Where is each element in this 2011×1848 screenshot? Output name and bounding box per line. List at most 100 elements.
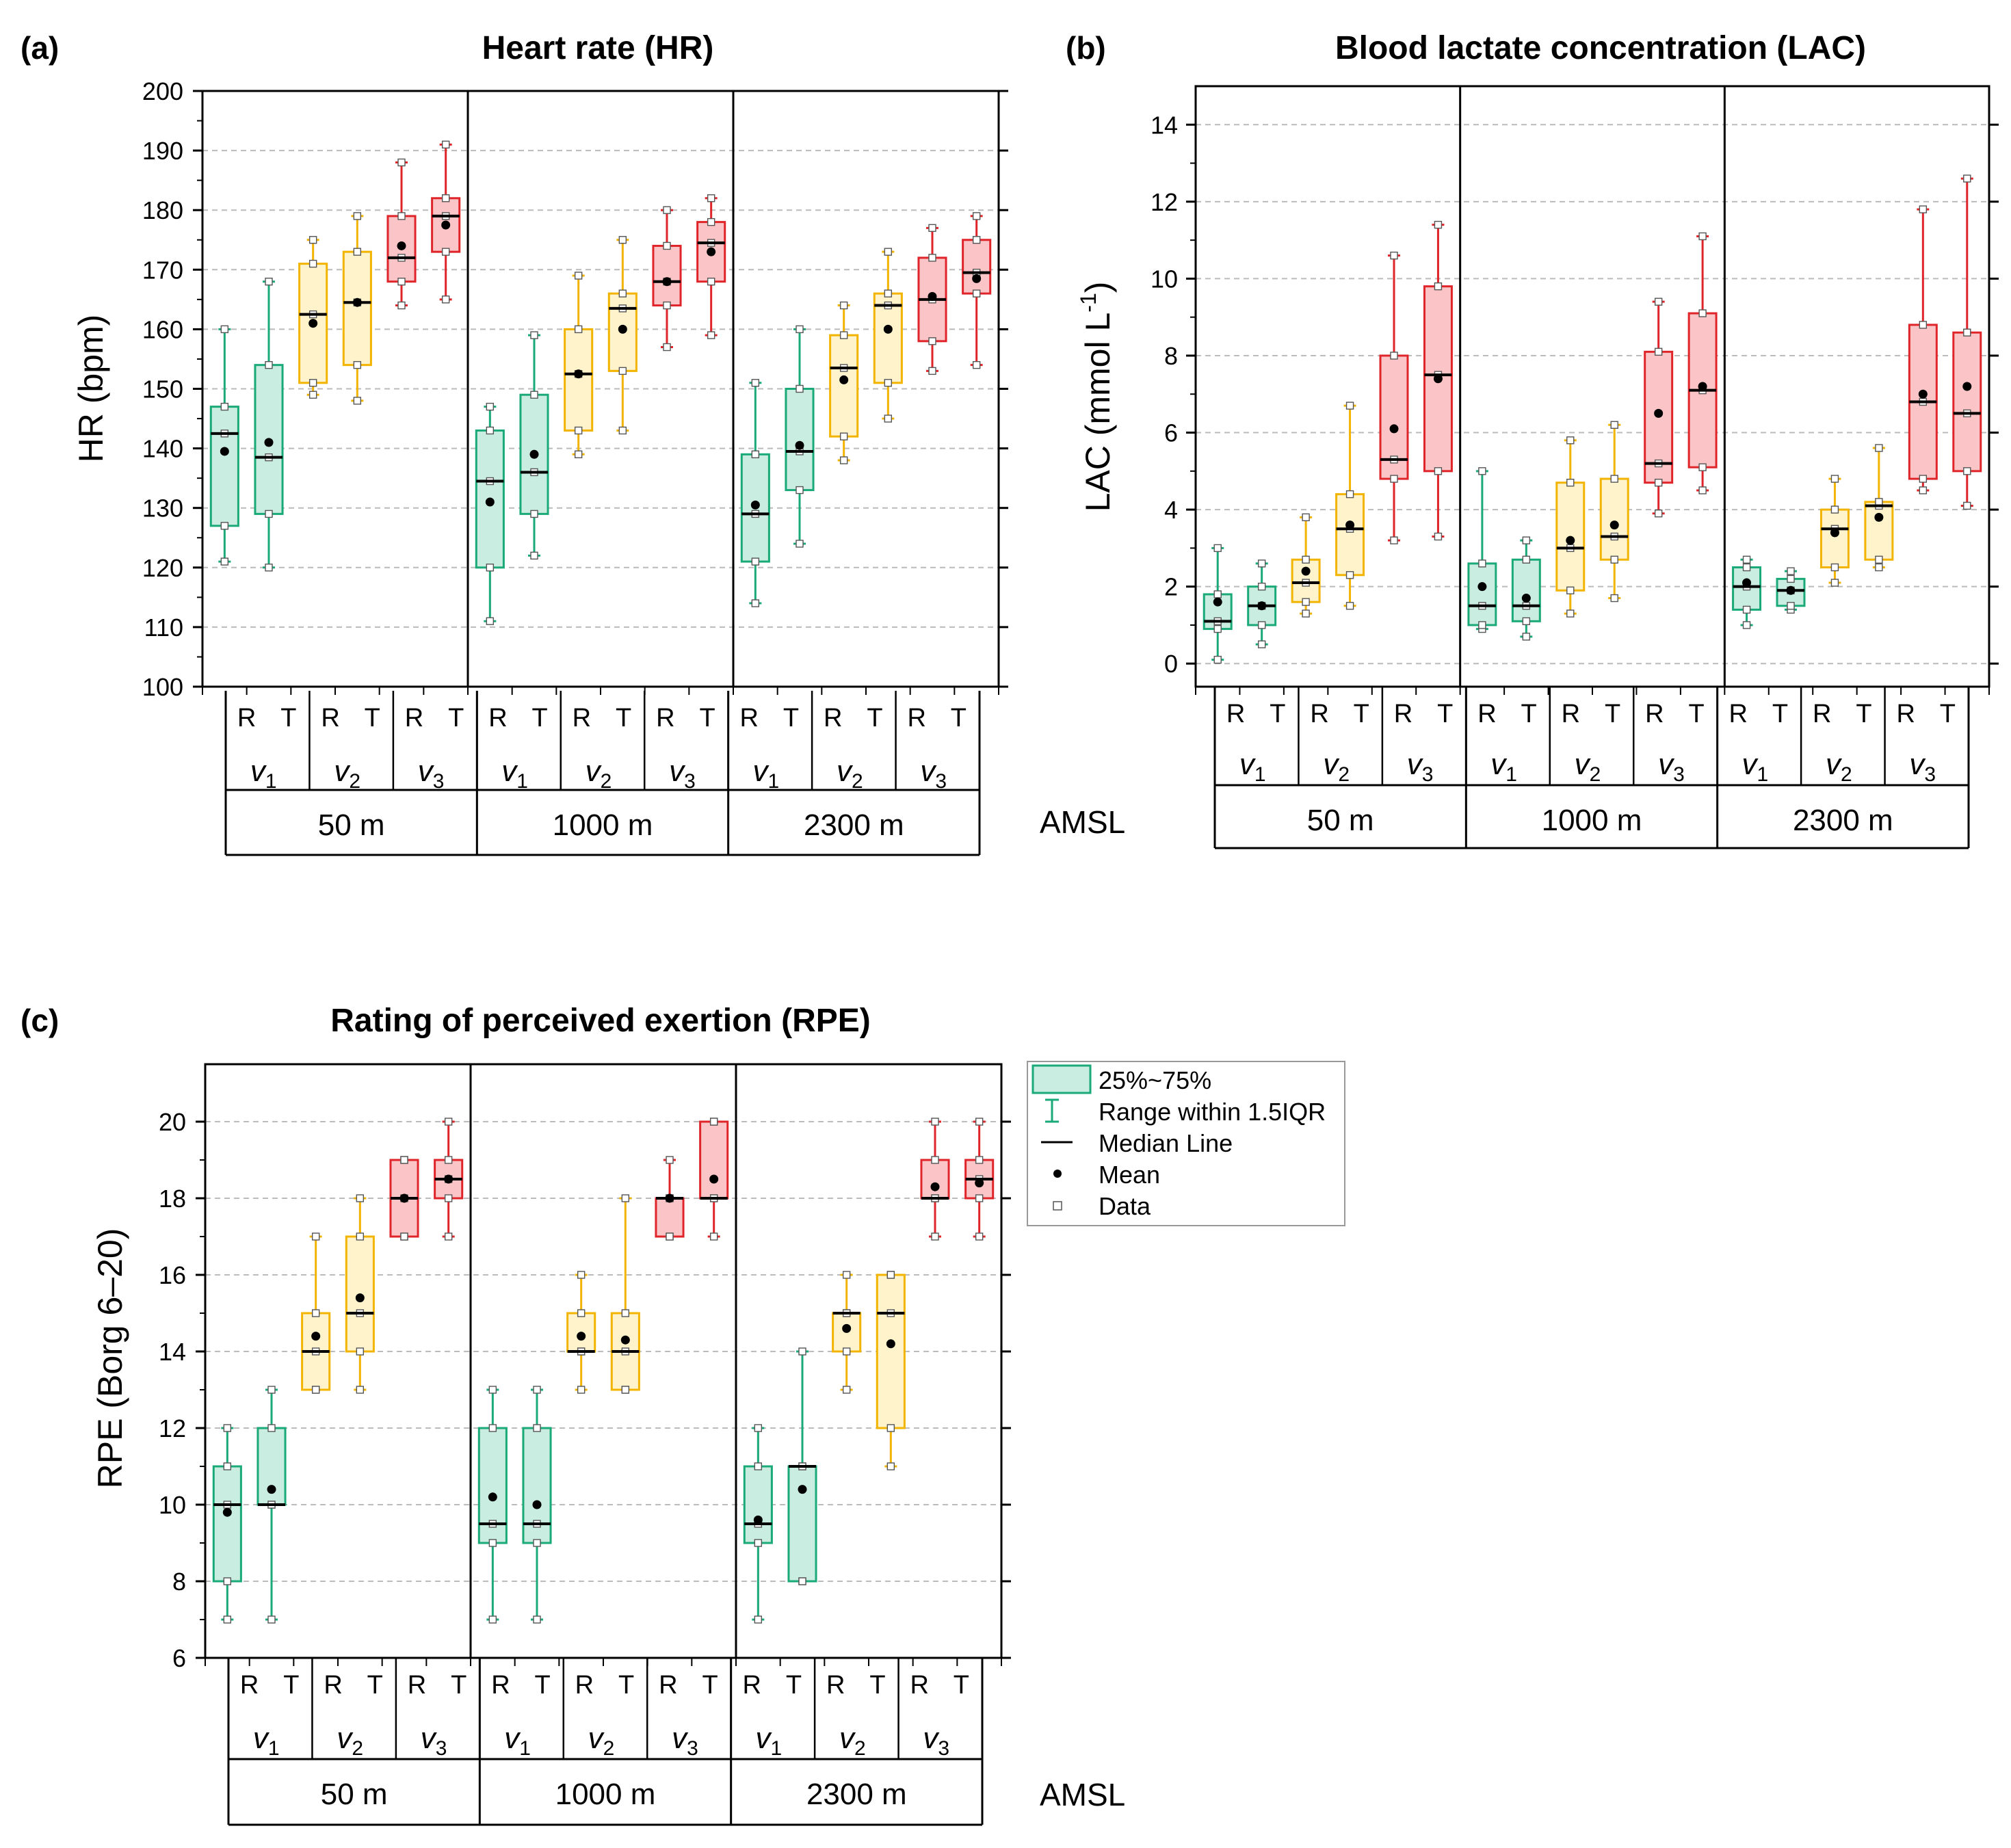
speed-label: v3 [669,754,696,793]
data-point [1610,555,1618,564]
altitude-label: 50 m [318,808,385,842]
speed-label-letter: v [1909,748,1926,781]
data-point [663,343,671,352]
data-point [618,236,627,244]
condition-label: T [869,1671,885,1700]
condition-label: R [237,704,256,732]
data-point [1390,352,1398,360]
speed-label-letter: v [1742,748,1759,781]
data-point [1566,609,1575,618]
mean-point [577,1332,586,1341]
data-point [1787,567,1795,575]
box-2300m-v2-R [1819,475,1850,587]
y-tick-label: 100 [142,673,183,701]
speed-label-letter: v [753,754,770,788]
legend-whisker-swatch [1045,1098,1059,1123]
data-point [1478,621,1486,629]
speed-label-letter: v [250,754,267,788]
data-point [754,1539,763,1547]
panel-a: (a) Heart rate (HR) 100 110 120 130 140 150 16… [21,30,1125,856]
data-point [842,1386,851,1394]
mean-point [750,500,760,510]
data-point [707,217,715,226]
condition-label: T [867,704,882,732]
data-point [1434,220,1443,229]
data-point [265,278,273,286]
mean-point [1213,597,1222,607]
legend-box-label: 25%~75% [1099,1066,1211,1094]
data-point [308,379,317,387]
iqr-box [1819,508,1850,569]
box-50m-v3-R [1379,251,1409,544]
data-point [265,360,273,369]
data-point [267,1386,276,1394]
y-tick-label: 20 [159,1108,186,1136]
speed-label-subscript: 1 [1757,763,1769,786]
box-50m-v1-R [212,1424,242,1624]
box-1000m-v3-T [699,1118,729,1241]
data-point [574,272,583,280]
box-1000m-v2-R [564,272,594,459]
data-point [972,236,981,244]
data-point [397,301,406,310]
data-point [223,1462,232,1470]
speed-label-subscript: 2 [1590,763,1601,786]
data-point [839,456,848,464]
box-1000m-v2-T [607,236,638,435]
speed-label-letter: v [501,754,518,788]
speed-label-letter: v [837,754,854,788]
mean-point [620,1335,630,1345]
panel-b: (b) Blood lactate concentration (LAC) 0 2… [1066,30,1999,849]
box-1000m-v3-R [652,206,682,352]
panel-title-c: Rating of perceived exertion (RPE) [330,1003,871,1039]
data-point [533,1424,541,1432]
box-2300m-v3-R [917,224,947,375]
box-2300m-v2-R [832,1271,862,1394]
data-point [223,1577,232,1585]
data-point [1830,579,1839,587]
speed-label-letter: v [1323,748,1340,781]
data-point [1963,174,1971,183]
condition-label: R [1477,700,1496,728]
data-point [1875,563,1883,572]
data-point [488,1424,497,1432]
mean-point [662,277,672,287]
box-2300m-v3-R [920,1118,950,1241]
speed-label-letter: v [418,754,435,788]
mean-point [930,1182,940,1191]
mean-point [311,1332,321,1341]
condition-label: T [1856,700,1871,728]
data-point [441,194,450,202]
data-point [533,1615,541,1624]
speed-label: v3 [418,754,445,793]
data-point [931,1118,939,1126]
data-point [1257,640,1266,648]
condition-label: T [786,1671,802,1700]
data-point [577,1271,586,1279]
data-point [1830,563,1839,572]
mean-point [842,1323,852,1333]
speed-label-subscript: 3 [436,1737,447,1760]
data-point [533,1539,541,1547]
mean-point [709,1174,719,1184]
speed-label-subscript: 2 [1841,763,1852,786]
legend-data-swatch [1053,1201,1062,1211]
speed-label-letter: v [253,1721,270,1755]
speed-label: v3 [923,1721,949,1760]
data-point [223,1615,232,1624]
data-point [1698,486,1707,494]
y-axis-label-b-close: ) [1079,282,1117,293]
speed-label-subscript: 3 [433,770,445,793]
data-point [972,360,981,369]
data-point [666,1156,674,1164]
data-point [796,486,804,494]
legend-whisker-label: Range within 1.5IQR [1099,1098,1326,1126]
mean-point [883,324,893,334]
data-point [1919,475,1928,483]
data-point [1566,479,1575,487]
mean-point [441,220,451,230]
iqr-box [876,1273,906,1429]
